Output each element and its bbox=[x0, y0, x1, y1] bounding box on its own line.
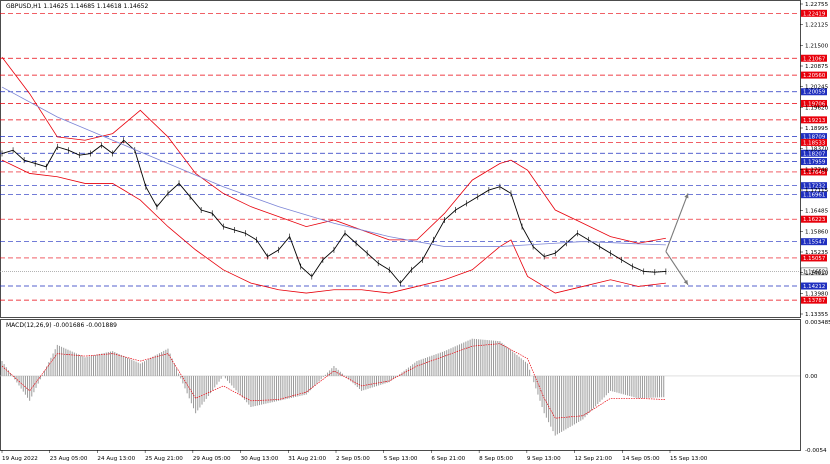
price-panel-frame bbox=[0, 0, 801, 318]
level-tag bbox=[801, 133, 827, 141]
projection-arrow bbox=[665, 251, 689, 286]
x-tick-label: 9 Sep 13:00 bbox=[527, 456, 561, 462]
x-tick-label: 12 Sep 21:00 bbox=[575, 456, 613, 462]
x-tick-label: 2 Sep 05:00 bbox=[336, 456, 370, 462]
x-tick-label: 29 Aug 05:00 bbox=[193, 456, 231, 462]
level-tag bbox=[800, 267, 828, 276]
macd-signal-line bbox=[1, 343, 666, 419]
y-tick-label: 1.18995 bbox=[805, 126, 829, 132]
level-tag-label: 1.19213 bbox=[803, 118, 825, 124]
level-tag bbox=[801, 191, 827, 199]
x-tick-label: 30 Aug 13:00 bbox=[241, 456, 279, 462]
level-tag bbox=[801, 9, 827, 17]
level-tag-label: 1.14212 bbox=[803, 284, 825, 290]
y-tick-label: 1.17740 bbox=[805, 167, 829, 173]
y-tick-label: 1.20245 bbox=[805, 85, 829, 91]
level-tag-label: 1.15547 bbox=[803, 240, 825, 246]
level-tag-label: 1.17232 bbox=[803, 184, 825, 190]
level-tag-label: 1.14652 bbox=[803, 269, 825, 275]
level-tag-label: 1.16961 bbox=[803, 193, 825, 199]
y-tick-label: 1.13355 bbox=[805, 312, 829, 318]
y-tick-label: 1.15860 bbox=[805, 229, 829, 235]
macd-y-tick-label: 0.00 bbox=[805, 374, 818, 380]
level-tag bbox=[801, 116, 827, 124]
x-tick-label: 8 Sep 05:00 bbox=[479, 456, 513, 462]
level-tag bbox=[801, 158, 827, 166]
projection-arrowhead bbox=[683, 279, 688, 285]
level-tag bbox=[801, 238, 827, 246]
level-tag bbox=[801, 254, 827, 262]
level-tag-label: 1.17645 bbox=[803, 170, 825, 176]
level-tag-label: 1.21067 bbox=[803, 56, 825, 62]
y-tick-label: 1.13980 bbox=[805, 291, 829, 297]
level-tag-label: 1.18207 bbox=[803, 151, 825, 157]
level-tag bbox=[801, 168, 827, 176]
series-bb_lower bbox=[1, 159, 666, 294]
level-tag bbox=[801, 149, 827, 157]
level-tag-label: 1.15057 bbox=[803, 256, 825, 262]
x-tick-label: 24 Aug 13:00 bbox=[97, 456, 135, 462]
x-tick-label: 23 Aug 05:00 bbox=[50, 456, 88, 462]
x-tick-label: 14 Sep 05:00 bbox=[622, 456, 660, 462]
level-tag-label: 1.20059 bbox=[803, 90, 826, 96]
macd-title: MACD(12,26,9) -0.001686 -0.001889 bbox=[6, 322, 117, 329]
level-tag-label: 1.19706 bbox=[803, 101, 826, 107]
x-tick-label: 31 Aug 21:00 bbox=[288, 456, 326, 462]
x-tick-label: 19 Aug 2022 bbox=[2, 456, 38, 462]
y-tick-label: 1.18370 bbox=[805, 147, 829, 153]
level-tag-label: 1.20560 bbox=[803, 73, 826, 79]
macd-y-tick-label: -0.0054 bbox=[805, 448, 827, 454]
y-tick-label: 1.21500 bbox=[805, 43, 829, 49]
y-tick-label: 1.15235 bbox=[805, 250, 829, 256]
level-tag-label: 1.16223 bbox=[803, 217, 825, 223]
y-tick-label: 1.22755 bbox=[805, 2, 829, 8]
y-tick-label: 1.17115 bbox=[805, 188, 829, 194]
x-tick-label: 15 Sep 13:00 bbox=[670, 456, 708, 462]
level-tag-label: 1.18533 bbox=[803, 140, 825, 146]
level-tag-label: 1.17959 bbox=[803, 160, 826, 166]
y-tick-label: 1.16485 bbox=[805, 209, 829, 215]
y-tick-label: 1.19620 bbox=[805, 105, 829, 111]
x-tick-label: 25 Aug 21:00 bbox=[145, 456, 183, 462]
y-tick-label: 1.22125 bbox=[805, 23, 829, 29]
macd-y-tick-label: 0.003485 bbox=[805, 320, 830, 326]
series-bb_upper bbox=[1, 56, 666, 244]
series-ma bbox=[1, 86, 666, 247]
y-tick-label: 1.20875 bbox=[805, 64, 829, 70]
projection-arrow bbox=[665, 193, 689, 252]
level-tag-label: 1.22419 bbox=[803, 11, 826, 17]
x-tick-label: 6 Sep 21:00 bbox=[431, 456, 465, 462]
level-tag bbox=[801, 296, 827, 304]
projection-arrowhead bbox=[684, 193, 689, 199]
y-tick-label: 1.14610 bbox=[805, 271, 829, 277]
price-title: GBPUSD,H1 1.14625 1.14685 1.14618 1.1465… bbox=[6, 3, 148, 10]
level-tag bbox=[801, 282, 827, 290]
level-tag bbox=[801, 54, 827, 62]
level-tag bbox=[801, 88, 827, 96]
level-tag-label: 1.13787 bbox=[803, 298, 825, 304]
level-tag bbox=[801, 182, 827, 190]
level-tag-label: 1.18709 bbox=[803, 135, 826, 141]
x-tick-label: 5 Sep 13:00 bbox=[384, 456, 418, 462]
level-tag bbox=[801, 138, 827, 146]
level-tag bbox=[801, 215, 827, 223]
macd-panel-frame bbox=[0, 319, 801, 451]
level-tag bbox=[801, 99, 827, 107]
level-tag bbox=[801, 71, 827, 79]
